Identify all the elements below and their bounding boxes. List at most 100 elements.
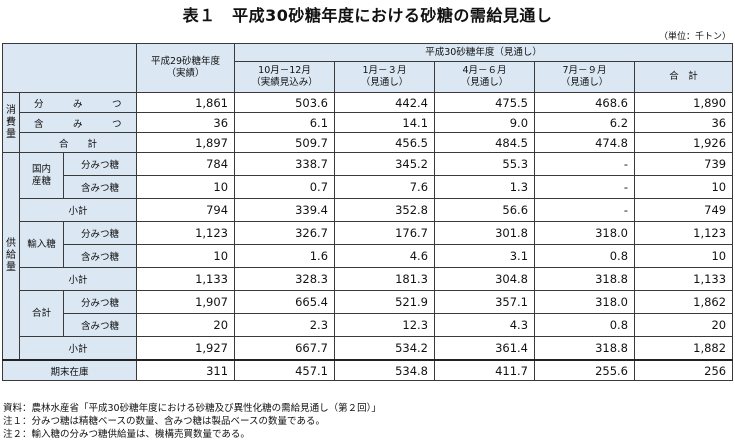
value-cell: 328.3 (234, 267, 336, 291)
footnote-2: 注２：輸入糖の分みつ糖供給量は、機構売買数量である。 (3, 429, 250, 440)
value-cell: 6.1 (234, 112, 336, 133)
value-cell: 534.2 (334, 336, 436, 361)
row-label: 含みつ糖 (62, 175, 138, 199)
value-cell: 665.4 (234, 290, 336, 314)
value-cell: 1.3 (434, 175, 536, 199)
table-row: 期末在庫 311 457.1 534.8 411.7 255.6 256 (1, 359, 734, 381)
group-label: 輸入糖 (19, 221, 64, 268)
value-cell: 667.7 (234, 336, 336, 361)
row-label: 含みつ糖 (62, 244, 138, 268)
row-label: 小計 (18, 267, 138, 291)
value-cell: 357.1 (434, 290, 536, 314)
supply-demand-table: 平成29砂糖年度 （実績） 平成30砂糖年度（見通し） 10月－12月 （実績見… (1, 43, 734, 381)
value-cell: 1,862 (634, 290, 734, 314)
footnote-1: 注１：分みつ糖は精糖ベースの数量、含みつ糖は製品ベースの数量である。 (3, 416, 325, 427)
value-cell: 3.1 (434, 244, 536, 268)
table-row: 含みつ糖 10 1.6 4.6 3.1 0.8 10 (3, 244, 734, 268)
value-cell: 10 (634, 244, 734, 268)
value-cell: 318.0 (534, 221, 636, 245)
value-cell: 36 (634, 112, 734, 133)
value-cell: 1,926 (634, 132, 734, 153)
group-label: 合計 (19, 290, 64, 337)
value-cell: 10 (136, 175, 236, 199)
value-cell: 9.0 (434, 112, 536, 133)
row-label: 期末在庫 (1, 359, 138, 381)
footnotes: 資料：農林水産省「平成30砂糖年度における砂糖及び異性化糖の需給見通し（第２回）… (3, 402, 381, 441)
header-period-jul-sep: 7月－９月 （見通し） (534, 61, 636, 93)
header-prev-year: 平成29砂糖年度 （実績） (136, 43, 236, 93)
table-row: 消 費 量分 み つ 糖1,861503.6442.4475.5468.61,8… (2, 92, 734, 153)
value-cell: 1,890 (634, 92, 734, 113)
value-cell: 474.8 (534, 132, 636, 153)
value-cell: 0.8 (534, 244, 636, 268)
group-label: 国内 産糖 (19, 152, 64, 199)
value-cell: 56.6 (434, 198, 536, 222)
value-cell: 338.7 (234, 152, 336, 176)
value-cell: 1,123 (634, 221, 734, 245)
footnote-source: 資料：農林水産省「平成30砂糖年度における砂糖及び異性化糖の需給見通し（第２回）… (3, 403, 381, 414)
value-cell: 521.9 (334, 290, 436, 314)
value-cell: 456.5 (334, 132, 436, 153)
value-cell: 457.1 (234, 359, 336, 381)
value-cell: 256 (634, 359, 734, 381)
value-cell: 326.7 (234, 221, 336, 245)
header-corner (1, 43, 138, 93)
value-cell: 2.3 (234, 313, 336, 337)
table-row: 合 計 1,897 509.7 456.5 484.5 474.8 1,926 (3, 132, 734, 153)
header-period-oct-dec: 10月－12月 （実績見込み） (234, 61, 336, 93)
value-cell: 475.5 (434, 92, 536, 113)
value-cell: 339.4 (234, 198, 336, 222)
value-cell: 12.3 (334, 313, 436, 337)
value-cell: 181.3 (334, 267, 436, 291)
consumption-label: 消 費 量 (2, 92, 20, 153)
row-label: 含 み つ 糖 (18, 112, 138, 133)
value-cell: - (534, 198, 636, 222)
value-cell: 1.6 (234, 244, 336, 268)
value-cell: 301.8 (434, 221, 536, 245)
value-cell: 4.3 (434, 313, 536, 337)
table-row: 小計 1,927 667.7 534.2 361.4 318.8 1,882 (3, 336, 734, 361)
unit-label: （単位：千トン） (658, 32, 731, 42)
row-label: 分 み つ 糖 (18, 92, 138, 113)
table-title: 表１ 平成30砂糖年度における砂糖の需給見通し (182, 6, 553, 25)
value-cell: 1,882 (634, 336, 734, 361)
value-cell: 411.7 (434, 359, 536, 381)
row-label: 小計 (18, 198, 138, 222)
table-row: 含 み つ 糖366.114.19.06.236 (3, 112, 734, 133)
table-row: 小計 1,133 328.3 181.3 304.8 318.8 1,133 (3, 267, 734, 291)
value-cell: 1,927 (136, 336, 236, 361)
value-cell: 6.2 (534, 112, 636, 133)
table-row: 供 給 量国内 産糖 分みつ糖 784 338.7 345.2 55.3-739 (2, 152, 734, 361)
value-cell: 1,861 (136, 92, 236, 113)
row-label: 分みつ糖 (62, 221, 138, 245)
header-period-apr-jun: 4月－６月 （見通し） (434, 61, 536, 93)
table-row: 合計 分みつ糖 1,907 665.4 521.9 357.1 318.0 1,862 (3, 290, 734, 337)
value-cell: 7.6 (334, 175, 436, 199)
row-label: 分みつ糖 (62, 152, 138, 176)
value-cell: 352.8 (334, 198, 436, 222)
value-cell: 0.8 (534, 313, 636, 337)
value-cell: - (534, 175, 636, 199)
value-cell: 1,133 (136, 267, 236, 291)
value-cell: 1,897 (136, 132, 236, 153)
value-cell: 503.6 (234, 92, 336, 113)
table-row: 小計 794 339.4 352.8 56.6-749 (3, 198, 734, 222)
value-cell: 318.0 (534, 290, 636, 314)
header-period-jan-mar: 1月－３月 （見通し） (334, 61, 436, 93)
value-cell: 468.6 (534, 92, 636, 113)
value-cell: 1,123 (136, 221, 236, 245)
table-row: 含みつ糖 20 2.3 12.3 4.3 0.8 20 (3, 313, 734, 337)
value-cell: 318.8 (534, 336, 636, 361)
value-cell: 484.5 (434, 132, 536, 153)
value-cell: 4.6 (334, 244, 436, 268)
value-cell: 534.8 (334, 359, 436, 381)
value-cell: 739 (634, 152, 734, 176)
value-cell: 311 (136, 359, 236, 381)
row-label: 含みつ糖 (62, 313, 138, 337)
header-period-total: 合 計 (634, 61, 734, 93)
value-cell: 14.1 (334, 112, 436, 133)
value-cell: 345.2 (334, 152, 436, 176)
value-cell: 1,133 (634, 267, 734, 291)
value-cell: 442.4 (334, 92, 436, 113)
table-row: 輸入糖 分みつ糖 1,123 326.7 176.7 301.8 318.0 1,123 (3, 221, 734, 268)
